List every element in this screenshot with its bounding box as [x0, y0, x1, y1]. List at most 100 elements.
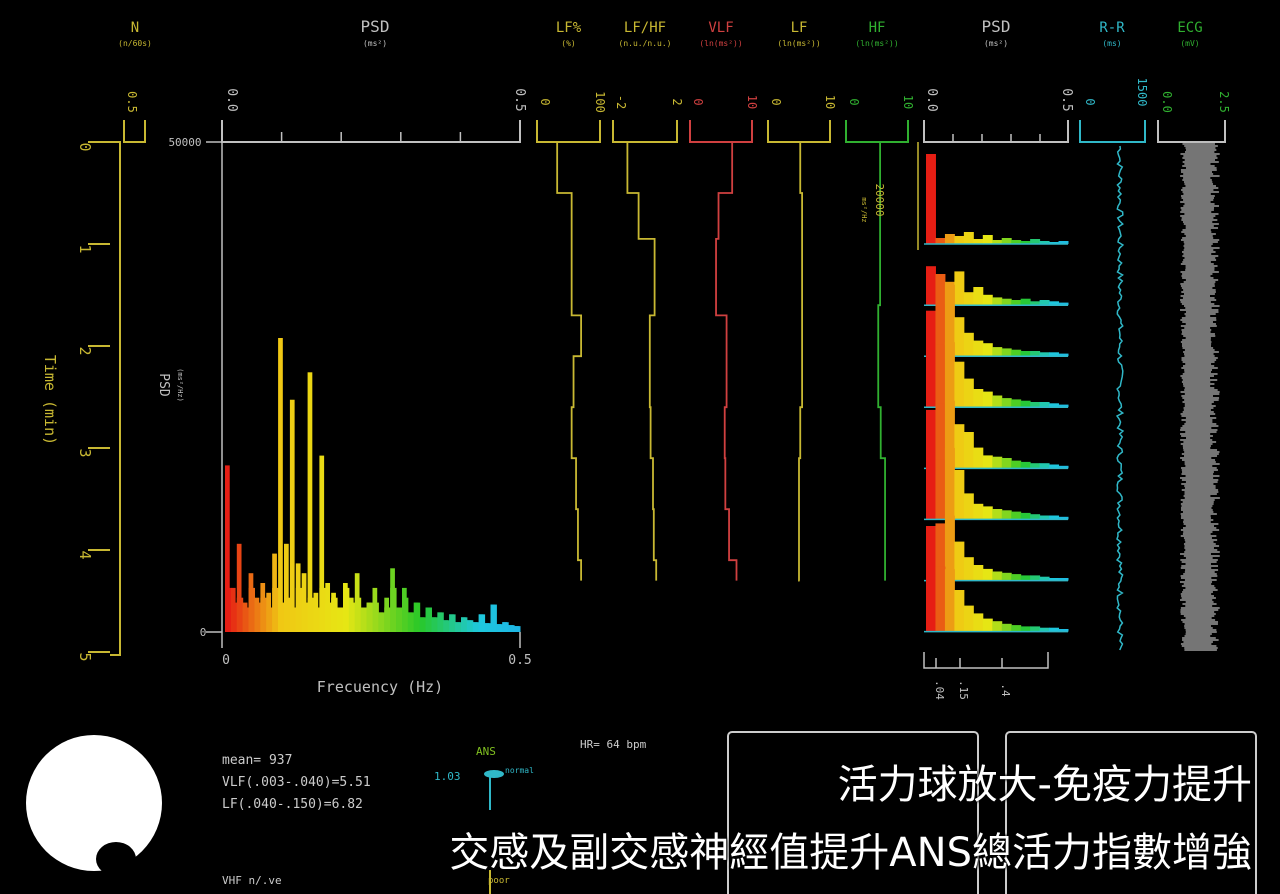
- waterfall-bar: [935, 403, 946, 469]
- waterfall-bar: [935, 238, 946, 244]
- waterfall-bar: [982, 235, 993, 244]
- waterfall-bar: [982, 455, 993, 469]
- waterfall-bar: [1049, 464, 1060, 469]
- trend-title: HF: [869, 20, 886, 36]
- waterfall-bar: [1039, 515, 1050, 520]
- caption-line-2: 交感及副交感神經值提升ANS總活力指數增強: [449, 830, 1252, 876]
- psd-bar-fill: [390, 587, 397, 632]
- waterfall-bar: [1020, 461, 1031, 469]
- rr-axis: [1079, 120, 1146, 143]
- trend-unit: (%): [561, 39, 575, 48]
- trend-range-label: 2: [670, 98, 684, 105]
- waterfall-bar: [944, 234, 955, 244]
- waterfall-bar: [926, 310, 936, 357]
- waterfall-bar: [973, 503, 984, 520]
- logo-notch: [96, 842, 136, 876]
- psd-bar-fill: [284, 597, 291, 632]
- waterfall-bar: [1058, 516, 1069, 520]
- psd-bar-fill: [230, 602, 238, 632]
- trend-title: LF%: [556, 20, 582, 36]
- psd-bar-fill: [443, 620, 450, 632]
- psd-x-tick-label: 0: [222, 653, 230, 668]
- psd-bar-fill: [254, 602, 261, 632]
- psd-bar-fill: [478, 614, 486, 632]
- psd-bar-fill: [484, 623, 491, 632]
- psd-bar-fill: [419, 617, 427, 632]
- psd-bar-fill: [248, 587, 255, 632]
- psd-bar-fill: [431, 617, 438, 632]
- trend-axis: [689, 120, 753, 143]
- time-tick-label: 0: [76, 142, 94, 151]
- waterfall-bar: [1058, 241, 1069, 244]
- waterfall-bar: [1039, 627, 1050, 632]
- waterfall-bar: [954, 317, 965, 357]
- trend-line-lf: [798, 142, 803, 582]
- waterfall-bar: [1039, 241, 1050, 244]
- waterfall-bar: [954, 424, 965, 469]
- waterfall-bar: [973, 340, 984, 357]
- psd-bar: [236, 543, 242, 632]
- waterfall-bar: [935, 523, 946, 581]
- psd-top-axis: [221, 120, 521, 143]
- waterfall-bar: [1011, 399, 1022, 408]
- trend-title: VLF: [708, 20, 733, 36]
- waterfall-bar: [963, 292, 974, 306]
- waterfall-bar: [1011, 300, 1022, 306]
- ans-label: ANS: [476, 745, 496, 758]
- waterfall-bar: [992, 571, 1003, 581]
- psd-bar-fill: [384, 607, 391, 632]
- psd-x-label: Frecuency (Hz): [317, 678, 443, 696]
- psd-bar-fill: [236, 597, 244, 632]
- waterfall-bar: [935, 566, 946, 632]
- trend-axis: [845, 120, 909, 143]
- psd-bar-fill: [372, 602, 379, 632]
- waterfall-bar: [1030, 575, 1041, 581]
- ans-marker-label: normal: [505, 766, 534, 775]
- time-tick-label: 2: [76, 346, 94, 355]
- psd-top-tick: 0.5: [512, 88, 527, 111]
- waterfall-bar: [954, 590, 965, 632]
- waterfall-bar: [944, 515, 955, 581]
- ans-value: 1.03: [434, 770, 461, 783]
- psd-bar-fill: [242, 607, 250, 632]
- psd-bar-fill: [266, 607, 273, 632]
- waterfall-bar: [982, 343, 993, 357]
- waterfall-bar: [1039, 463, 1050, 469]
- waterfall-bar: [944, 400, 955, 469]
- ecg-range-label: 0.0: [1160, 91, 1174, 113]
- stat-lf: LF(.040-.150)=6.82: [222, 797, 363, 812]
- waterfall-bar: [973, 239, 984, 244]
- waterfall-bar: [935, 304, 946, 357]
- waterfall-bar: [1001, 623, 1012, 632]
- psd-x-tick-label: 0.5: [508, 653, 531, 668]
- waterfall-bar: [973, 565, 984, 581]
- waterfall-bar: [1001, 510, 1012, 520]
- trend-line-lf: [556, 142, 582, 581]
- waterfall-bar: [954, 236, 965, 244]
- waterfall-bar: [926, 467, 936, 520]
- trend-range-label: -2: [614, 95, 628, 109]
- trend-unit: (ln(ms²)): [699, 39, 742, 48]
- waterfall-bar: [1058, 465, 1069, 469]
- psd-bar: [225, 465, 230, 632]
- waterfall-bar: [935, 344, 946, 408]
- n-title: N: [131, 20, 139, 36]
- waterfall-bar: [1001, 298, 1012, 306]
- n-axis: [123, 120, 146, 143]
- waterfall-bar: [992, 456, 1003, 469]
- trend-range-label: 0: [691, 98, 705, 105]
- waterfall-bar: [1058, 302, 1069, 306]
- time-tick-label: 5: [76, 652, 94, 661]
- waterfall-bar: [1030, 239, 1041, 244]
- time-tick-label: 3: [76, 448, 94, 457]
- waterfall-bar: [1020, 626, 1031, 632]
- waterfall-bar: [954, 361, 965, 408]
- trend-unit: (ln(ms²)): [855, 39, 898, 48]
- trend-range-label: 10: [823, 95, 837, 109]
- psd-bar-fill: [313, 607, 320, 632]
- ans-marker: [484, 770, 504, 778]
- waterfall-bar: [1039, 402, 1050, 408]
- waterfall-bar: [935, 459, 946, 520]
- psd-bar: [319, 455, 325, 632]
- trend-line-lfhf: [626, 142, 658, 581]
